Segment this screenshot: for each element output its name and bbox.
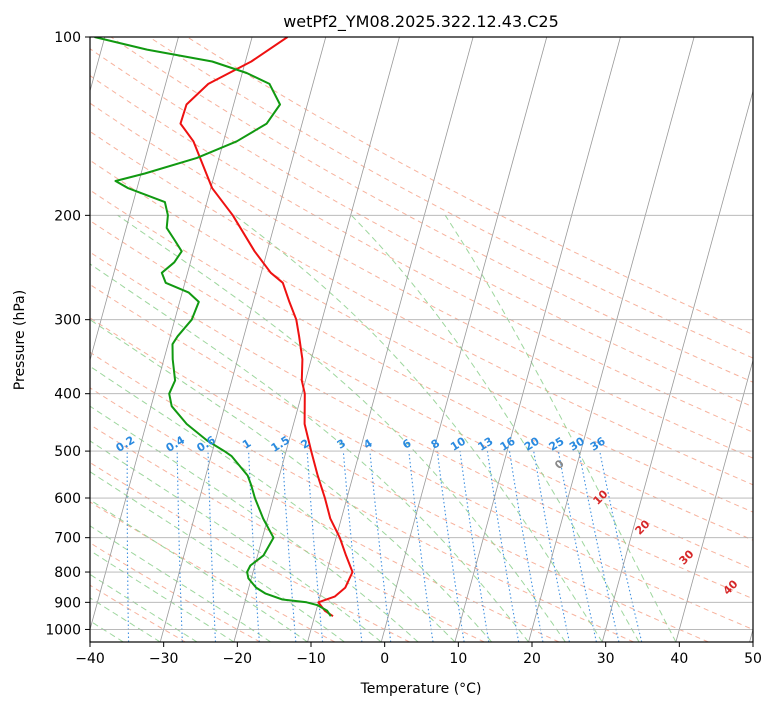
mixing-ratio-line — [459, 451, 490, 642]
x-axis-ticks: −40 −30 −20 −10 0 10 20 30 40 50 — [75, 642, 762, 667]
x-axis-label: Temperature (°C) — [360, 681, 482, 697]
plot-background — [90, 37, 753, 642]
dry-adiabat-label: -10 — [0, 426, 5, 450]
dry-adiabat-line — [90, 102, 753, 459]
isotherm-line — [380, 37, 548, 642]
isotherm-line — [528, 37, 695, 642]
dry-adiabat-line — [110, 37, 753, 383]
isotherm-line — [675, 358, 753, 642]
dry-adiabat-line — [90, 48, 753, 408]
isotherm-line — [601, 89, 753, 642]
dry-adiabat-line — [90, 387, 560, 642]
dry-adiabats — [90, 37, 753, 642]
dry-adiabat-line — [90, 75, 753, 433]
isotherm-line — [307, 37, 474, 642]
moist-adiabat-line — [90, 499, 308, 642]
chart-title: wetPf2_YM08.2025.322.12.43.C25 — [283, 12, 559, 32]
moist-adiabat-line — [90, 319, 493, 642]
y-axis-label: Pressure (hPa) — [12, 290, 28, 390]
y-axis-ticks: 1000 900 800 700 600 500 400 300 200 100 — [45, 30, 90, 638]
dry-adiabat-line — [90, 220, 753, 570]
x-tick-label: −40 — [75, 651, 105, 667]
y-tick-label: 300 — [54, 313, 81, 329]
isotherm-line — [454, 37, 621, 642]
moist-adiabat-line — [444, 215, 677, 642]
dry-adiabat-line — [148, 37, 753, 359]
y-tick-label: 400 — [54, 387, 81, 403]
y-tick-label: 600 — [54, 491, 81, 507]
mixing-ratio-line — [533, 451, 570, 642]
moist-adiabat-line — [90, 597, 161, 642]
mixing-ratio-line — [508, 451, 544, 642]
moist-adiabat-line — [351, 214, 640, 642]
x-tick-label: 10 — [449, 651, 467, 667]
pressure-gridlines — [90, 37, 753, 630]
dry-adiabat-line — [90, 251, 753, 600]
mixing-ratio-line — [486, 451, 520, 642]
profiles — [94, 37, 354, 618]
dry-adiabat-line — [90, 317, 709, 642]
mixing-ratio-lines — [126, 450, 643, 642]
moist-adiabat-line — [90, 263, 529, 642]
x-tick-label: 40 — [670, 651, 688, 667]
isotherm-line — [233, 37, 400, 642]
y-tick-label: 700 — [54, 531, 81, 547]
y-tick-label: 200 — [54, 208, 81, 224]
y-tick-label: 900 — [54, 595, 81, 611]
moist-adiabat-line — [234, 214, 603, 642]
mixing-ratio-line — [599, 450, 643, 642]
dry-adiabat-line — [90, 351, 634, 642]
mixing-ratio-line — [369, 451, 392, 642]
x-tick-label: 20 — [523, 651, 541, 667]
y-tick-label: 1000 — [45, 622, 81, 638]
temperature-profile-line — [179, 37, 354, 618]
x-tick-label: 50 — [744, 651, 762, 667]
y-tick-label: 100 — [54, 30, 81, 46]
x-tick-label: −20 — [223, 651, 253, 667]
dewpoint-profile-line — [94, 37, 332, 617]
x-tick-label: 30 — [597, 651, 615, 667]
y-tick-label: 500 — [54, 444, 81, 460]
isotherm-line — [90, 37, 179, 362]
moist-adiabat-line — [90, 440, 382, 642]
y-tick-label: 800 — [54, 565, 81, 581]
x-tick-label: −10 — [296, 651, 326, 667]
x-tick-label: 0 — [380, 651, 389, 667]
isotherms — [90, 37, 753, 642]
plot-frame — [89, 36, 754, 643]
mixing-ratio-line — [557, 451, 597, 642]
dry-adiabat-line — [90, 130, 753, 486]
moist-adiabat-line — [90, 365, 456, 642]
mixing-ratio-line — [578, 450, 620, 642]
isotherm-line — [90, 37, 253, 631]
isotherm-line — [159, 37, 327, 642]
mixing-ratio-line — [408, 451, 434, 642]
x-tick-label: −30 — [149, 651, 179, 667]
mixing-ratio-line — [436, 451, 465, 642]
dry-adiabat-line — [90, 283, 753, 630]
